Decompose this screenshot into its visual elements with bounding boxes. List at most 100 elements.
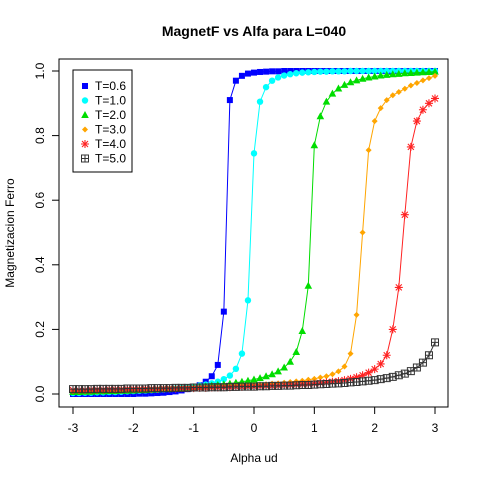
data-point [341, 363, 348, 370]
data-point [358, 371, 367, 380]
data-point [395, 88, 402, 95]
data-point [304, 281, 313, 289]
data-point [418, 105, 427, 114]
y-tick-label: 1.0 [33, 62, 47, 79]
data-point [383, 97, 390, 104]
legend-item: T=2.0 [81, 108, 126, 122]
data-point [419, 77, 426, 84]
y-axis-label: Magnetizacion Ferro [3, 178, 17, 288]
data-point [322, 97, 331, 105]
data-point [220, 308, 227, 315]
legend-item: T=3.0 [82, 123, 126, 137]
data-point [323, 373, 330, 380]
data-point [425, 75, 432, 82]
data-point [431, 67, 439, 75]
legend-label: T=2.0 [95, 108, 126, 122]
data-point [329, 371, 336, 378]
data-point [311, 68, 318, 76]
data-point [262, 83, 270, 91]
data-point [407, 82, 414, 89]
data-point [269, 68, 276, 75]
data-point [154, 390, 161, 397]
y-tick-label: 0.6 [33, 192, 47, 209]
x-tick-label: 3 [432, 421, 439, 435]
data-point [335, 68, 342, 75]
data-point [335, 368, 342, 375]
y-tick-label: 0.0 [33, 385, 47, 402]
data-point [353, 67, 360, 75]
data-point [226, 372, 234, 379]
data-point [311, 375, 318, 382]
data-point [431, 338, 439, 347]
y-tick-label: 0.2 [33, 321, 47, 338]
data-point [352, 76, 361, 84]
x-tick-label: -1 [188, 421, 199, 435]
legend: T=0.6T=1.0T=2.0T=3.0T=4.0T=5.0 [72, 69, 133, 173]
data-point [262, 372, 270, 380]
data-point [274, 367, 282, 375]
data-point [413, 79, 420, 86]
data-point [424, 351, 433, 360]
legend-item: T=5.0 [81, 152, 126, 166]
data-point [377, 67, 384, 75]
legend-marker [82, 83, 88, 89]
data-point [220, 375, 228, 383]
x-axis-label: Alpha ud [230, 451, 277, 465]
legend-label: T=5.0 [95, 152, 126, 166]
data-point [370, 365, 379, 374]
data-point [394, 283, 403, 292]
data-point [256, 98, 264, 105]
data-point [370, 72, 379, 80]
legend-marker [81, 154, 89, 163]
series-6 [69, 338, 439, 394]
data-point [359, 67, 366, 75]
data-point [280, 72, 288, 79]
data-point [298, 327, 307, 335]
data-point [364, 368, 373, 377]
data-point [382, 351, 391, 360]
x-axis: -3 -2 -1 0 1 2 3 [68, 406, 439, 435]
data-point [376, 359, 385, 368]
data-point [388, 325, 397, 334]
data-point [268, 370, 276, 378]
data-point [388, 70, 397, 78]
data-point [401, 85, 408, 92]
data-point [424, 99, 433, 108]
data-point [292, 348, 301, 356]
legend-marker [81, 111, 89, 118]
data-point [257, 68, 264, 75]
data-point [256, 374, 264, 382]
data-point [352, 373, 361, 382]
data-point [425, 67, 433, 75]
x-tick-label: -2 [128, 421, 139, 435]
data-point [431, 94, 439, 103]
data-point [214, 361, 221, 368]
data-point [353, 311, 360, 318]
legend-item: T=4.0 [81, 137, 126, 151]
data-point [286, 357, 294, 365]
data-point [413, 68, 421, 76]
data-point [148, 390, 155, 397]
data-point [341, 68, 348, 75]
legend-item: T=1.0 [81, 94, 126, 108]
data-point [274, 74, 282, 81]
data-point [347, 350, 354, 357]
data-point [340, 80, 349, 88]
legend-label: T=0.6 [95, 79, 126, 93]
legend-label: T=3.0 [95, 123, 126, 137]
data-point [395, 69, 403, 77]
series-layer [69, 67, 439, 397]
data-point [418, 358, 427, 367]
data-point [317, 68, 324, 75]
data-point [263, 68, 270, 75]
data-point [275, 68, 282, 75]
y-tick-label: 0.4 [33, 256, 47, 273]
data-point [329, 68, 336, 75]
data-point [208, 373, 215, 380]
data-point [364, 73, 373, 81]
y-axis: 0.0 0.2 0.4 0.6 0.8 1.0 [33, 62, 60, 402]
data-point [371, 118, 378, 125]
legend-marker [81, 140, 89, 148]
data-point [251, 69, 257, 76]
legend-label: T=4.0 [95, 137, 126, 151]
